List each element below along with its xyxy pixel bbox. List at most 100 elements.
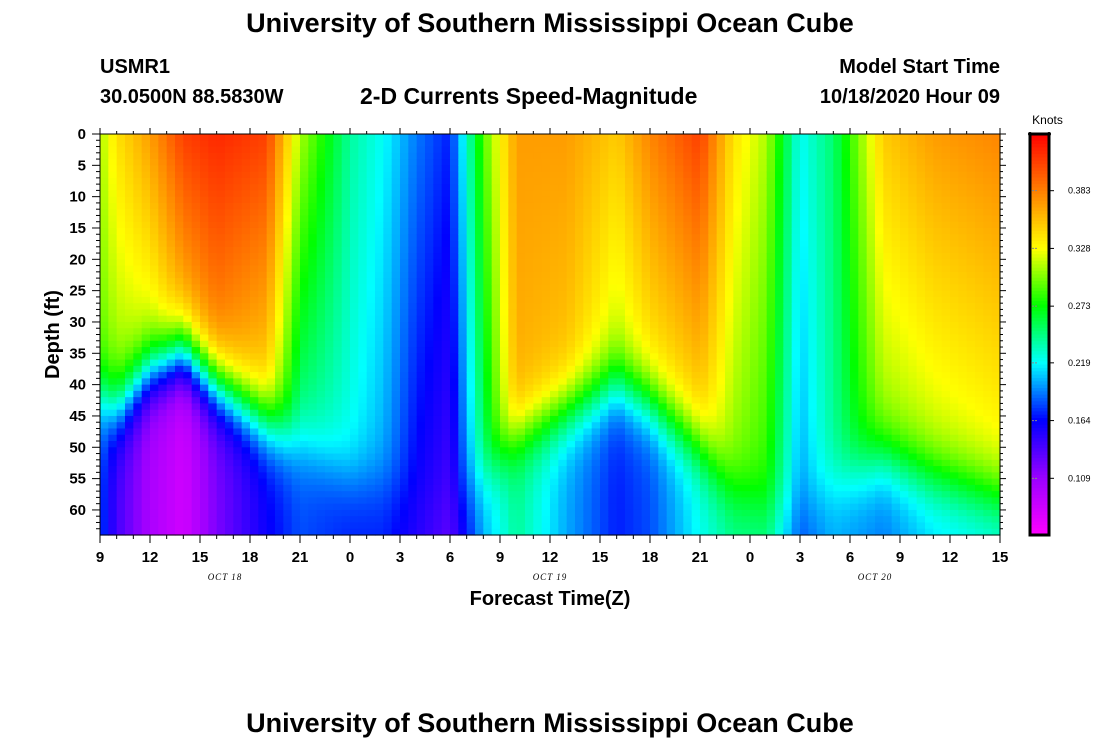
heatmap-cell — [383, 484, 393, 492]
heatmap-cell — [533, 321, 543, 329]
heatmap-cell — [533, 234, 543, 242]
heatmap-cell — [475, 509, 484, 517]
heatmap-cell — [675, 215, 684, 223]
heatmap-cell — [316, 165, 326, 173]
heatmap-cell — [583, 171, 593, 179]
heatmap-cell — [150, 159, 159, 166]
heatmap-cell — [616, 321, 626, 329]
heatmap-cell — [300, 196, 309, 204]
heatmap-cell — [283, 340, 293, 348]
heatmap-cell — [408, 528, 418, 536]
heatmap-cell — [583, 321, 593, 329]
heatmap-cell — [533, 372, 543, 379]
heatmap-cell — [675, 372, 684, 379]
heatmap-cell — [166, 372, 176, 379]
heatmap-cell — [591, 171, 601, 179]
heatmap-cell — [466, 234, 476, 242]
heatmap-cell — [550, 453, 559, 461]
heatmap-cell — [466, 146, 476, 154]
heatmap-cell — [116, 340, 126, 348]
heatmap-cell — [291, 259, 301, 267]
heatmap-cell — [350, 434, 359, 442]
heatmap-cell — [658, 278, 668, 285]
heatmap-cell — [375, 509, 384, 517]
heatmap-cell — [583, 177, 593, 185]
heatmap-cell — [133, 466, 143, 473]
heatmap-cell — [375, 516, 384, 524]
heatmap-cell — [691, 340, 701, 348]
heatmap-cell — [100, 296, 109, 304]
heatmap-cell — [741, 309, 751, 317]
heatmap-cell — [550, 171, 559, 179]
heatmap-cell — [175, 340, 184, 348]
heatmap-cell — [175, 134, 184, 141]
heatmap-cell — [225, 378, 234, 386]
heatmap-cell — [491, 441, 501, 448]
heatmap-cell — [675, 491, 684, 499]
heatmap-cell — [350, 409, 359, 417]
heatmap-cell — [641, 202, 651, 210]
heatmap-cell — [366, 378, 376, 386]
heatmap-cell — [600, 365, 609, 373]
heatmap-cell — [683, 384, 693, 392]
heatmap-cell — [700, 328, 709, 336]
heatmap-cell — [191, 528, 201, 536]
heatmap-cell — [316, 334, 326, 342]
heatmap-cell — [366, 177, 376, 185]
heatmap-cell — [300, 259, 309, 267]
heatmap-cell — [725, 353, 734, 361]
heatmap-cell — [725, 372, 734, 379]
heatmap-cell — [100, 290, 109, 298]
heatmap-cell — [325, 384, 334, 392]
heatmap-cell — [233, 466, 243, 473]
heatmap-cell — [441, 503, 451, 511]
heatmap-cell — [691, 365, 701, 373]
heatmap-cell — [716, 328, 726, 336]
heatmap-cell — [291, 315, 301, 323]
heatmap-cell — [550, 347, 559, 354]
heatmap-cell — [241, 284, 251, 292]
heatmap-cell — [591, 202, 601, 210]
heatmap-cell — [533, 340, 543, 348]
heatmap-cell — [133, 340, 143, 348]
heatmap-cell — [191, 353, 201, 361]
heatmap-cell — [150, 259, 159, 267]
heatmap-cell — [250, 478, 259, 486]
heatmap-cell — [641, 422, 651, 430]
heatmap-cell — [158, 334, 168, 342]
heatmap-cell — [316, 227, 326, 235]
heatmap-cell — [200, 459, 209, 467]
heatmap-cell — [533, 353, 543, 361]
heatmap-cell — [541, 372, 551, 379]
heatmap-cell — [133, 359, 143, 367]
heatmap-cell — [266, 409, 276, 417]
heatmap-cell — [200, 428, 209, 436]
heatmap-cell — [466, 497, 476, 505]
heatmap-cell — [658, 328, 668, 336]
heatmap-cell — [225, 278, 234, 285]
heatmap-cell — [741, 165, 751, 173]
heatmap-cell — [683, 509, 693, 517]
heatmap-cell — [691, 328, 701, 336]
heatmap-cell — [483, 403, 493, 411]
heatmap-cell — [733, 441, 743, 448]
heatmap-cell — [433, 271, 443, 279]
heatmap-cell — [441, 215, 451, 223]
heatmap-cell — [350, 509, 359, 517]
heatmap-cell — [708, 453, 718, 461]
heatmap-cell — [200, 321, 209, 329]
heatmap-cell — [425, 409, 434, 417]
heatmap-cell — [283, 165, 293, 173]
heatmap-cell — [641, 171, 651, 179]
heatmap-cell — [441, 309, 451, 317]
heatmap-cell — [683, 152, 693, 160]
heatmap-cell — [133, 265, 143, 273]
heatmap-cell — [300, 321, 309, 329]
heatmap-cell — [600, 509, 609, 517]
heatmap-cell — [675, 428, 684, 436]
heatmap-cell — [366, 428, 376, 436]
heatmap-cell — [500, 434, 509, 442]
heatmap-cell — [366, 315, 376, 323]
heatmap-cell — [641, 378, 651, 386]
heatmap-cell — [475, 177, 484, 185]
